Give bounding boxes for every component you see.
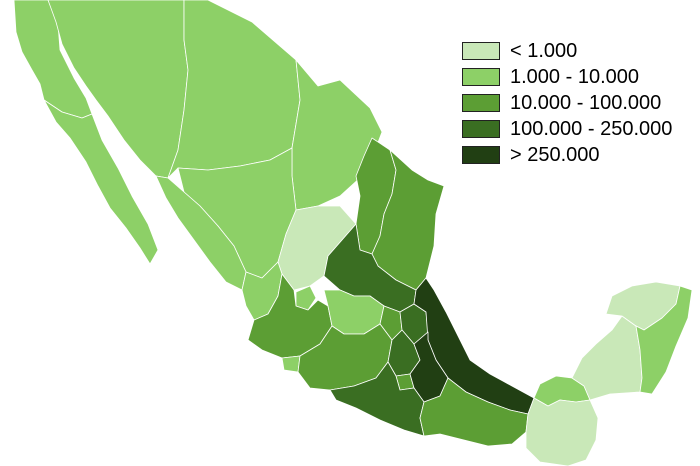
- legend-item: 100.000 - 250.000: [462, 116, 672, 142]
- legend-label: < 1.000: [510, 40, 578, 62]
- legend-label: > 250.000: [510, 144, 600, 166]
- region-colima: [281, 355, 301, 373]
- region-baja-california-sur: [43, 99, 159, 265]
- legend-swatch: [462, 146, 500, 164]
- legend-item: 10.000 - 100.000: [462, 90, 672, 116]
- legend-swatch: [462, 68, 500, 86]
- legend-item: > 250.000: [462, 142, 672, 168]
- legend-swatch: [462, 94, 500, 112]
- region-jalisco: [247, 273, 333, 359]
- legend-swatch: [462, 120, 500, 138]
- legend-item: 1.000 - 10.000: [462, 64, 672, 90]
- legend-label: 1.000 - 10.000: [510, 66, 639, 88]
- region-quintana-roo: [635, 285, 693, 395]
- legend-swatch: [462, 42, 500, 60]
- legend: < 1.000 1.000 - 10.000 10.000 - 100.000 …: [462, 38, 672, 168]
- legend-label: 10.000 - 100.000: [510, 92, 662, 114]
- region-chihuahua: [167, 0, 301, 179]
- legend-label: 100.000 - 250.000: [510, 118, 673, 140]
- legend-item: < 1.000: [462, 38, 672, 64]
- region-chiapas: [525, 397, 599, 466]
